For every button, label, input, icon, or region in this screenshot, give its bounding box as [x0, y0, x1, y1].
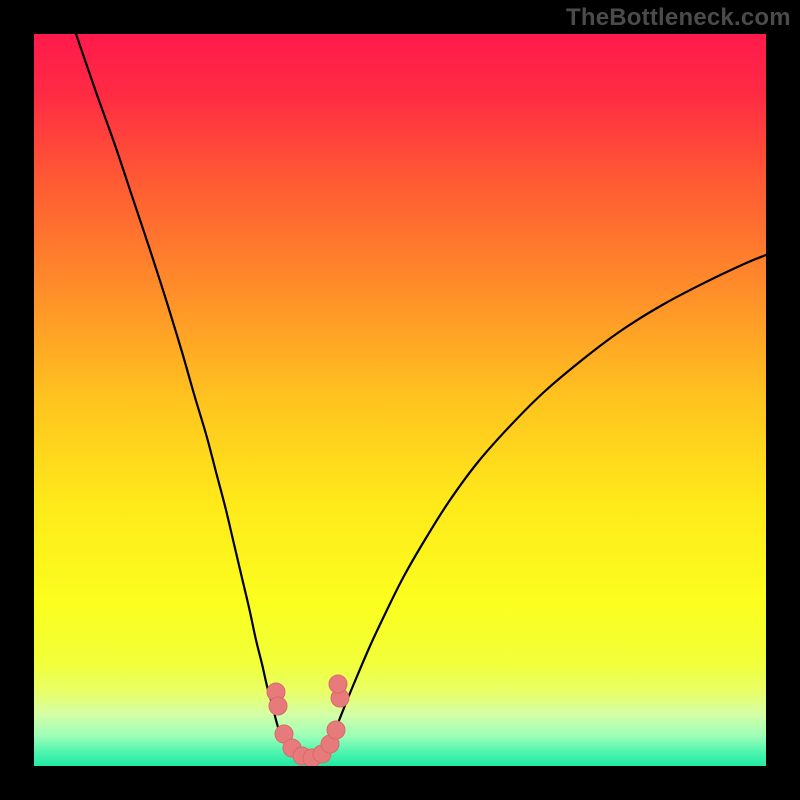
watermark-text: TheBottleneck.com — [566, 4, 791, 32]
marker-dot — [327, 721, 345, 739]
marker-dot — [329, 675, 347, 693]
left-curve — [76, 34, 280, 734]
marker-dot — [269, 697, 287, 715]
trough-marker — [267, 675, 349, 767]
right-curve — [334, 255, 766, 734]
curve-overlay — [0, 0, 800, 800]
chart-canvas: TheBottleneck.com — [0, 0, 800, 800]
